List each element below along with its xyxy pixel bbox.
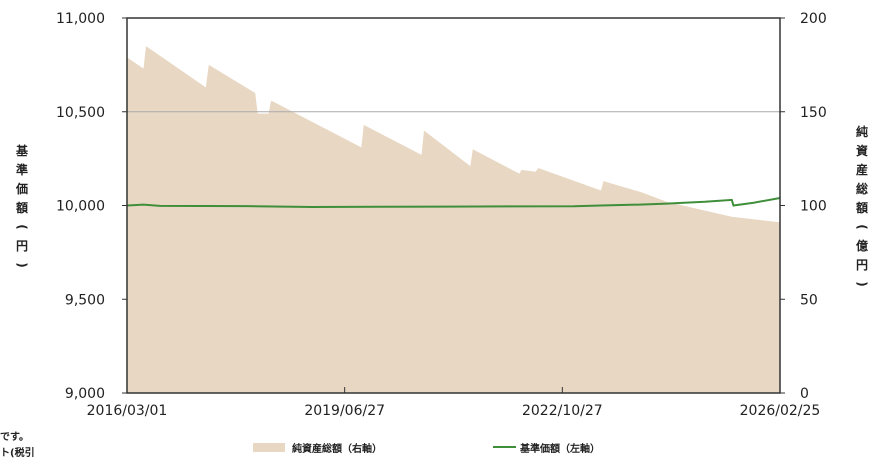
left-tick-label: 11,000: [56, 11, 105, 27]
axis-title-char: ): [855, 281, 869, 286]
axis-title-char: 基: [15, 143, 29, 158]
axis-title-char: 産: [856, 162, 868, 177]
right-axis-title: 純資産総額 ( 億円): [855, 124, 869, 287]
axis-title-char: 純: [856, 124, 868, 139]
axis-title-char: 円: [16, 239, 28, 253]
right-tick-label: 200: [800, 11, 827, 27]
axis-title-char: 資: [856, 143, 868, 158]
legend-label-line: 基準価額（左軸）: [519, 442, 600, 455]
clipped-note-line2: ト(税引: [0, 446, 35, 459]
nav-line: [126, 197, 781, 209]
left-tick-label: 10,500: [56, 105, 105, 121]
nav-line-series: [126, 197, 781, 209]
right-tick-label: 150: [800, 105, 827, 121]
legend-label-area: 純資産総額（右軸）: [292, 442, 382, 455]
x-tick-label: 2019/06/27: [304, 403, 385, 419]
axis-title-char: ): [15, 262, 29, 267]
x-axis-ticks: 2016/03/01 2019/06/27 2022/10/27 2026/02/25: [87, 387, 821, 419]
axis-title-char: (: [855, 224, 869, 229]
left-axis-title: 基準価額 ( 円): [15, 143, 29, 268]
left-tick-label: 9,000: [65, 386, 105, 402]
axis-title-char: 総: [856, 181, 868, 196]
legend: 純資産総額（右軸） 基準価額（左軸）: [253, 442, 600, 455]
axis-title-char: 準: [16, 162, 28, 177]
axis-title-char: 額: [855, 200, 868, 215]
x-tick-label: 2016/03/01: [87, 403, 168, 419]
left-axis-ticks: 9,000 9,500 10,000 10,500 11,000: [56, 11, 127, 402]
right-tick-label: 0: [800, 386, 809, 402]
net-assets-area-series: [127, 46, 780, 393]
left-tick-label: 9,500: [65, 292, 105, 308]
axis-title-char: 価: [15, 181, 28, 196]
axis-title-char: (: [15, 224, 29, 229]
right-tick-label: 100: [800, 199, 827, 215]
right-axis-ticks: 0 50 100 150 200: [780, 11, 827, 402]
left-tick-label: 10,000: [56, 199, 105, 215]
legend-swatch-area: [253, 443, 285, 452]
axis-title-char: 円: [856, 258, 868, 272]
x-tick-label: 2022/10/27: [522, 403, 603, 419]
axis-title-char: 額: [15, 200, 28, 215]
net-assets-area: [127, 46, 780, 393]
clipped-note-line1: です。: [0, 431, 29, 443]
right-tick-label: 50: [800, 292, 818, 308]
x-tick-label: 2026/02/25: [740, 403, 821, 419]
axis-title-char: 億: [856, 238, 868, 253]
